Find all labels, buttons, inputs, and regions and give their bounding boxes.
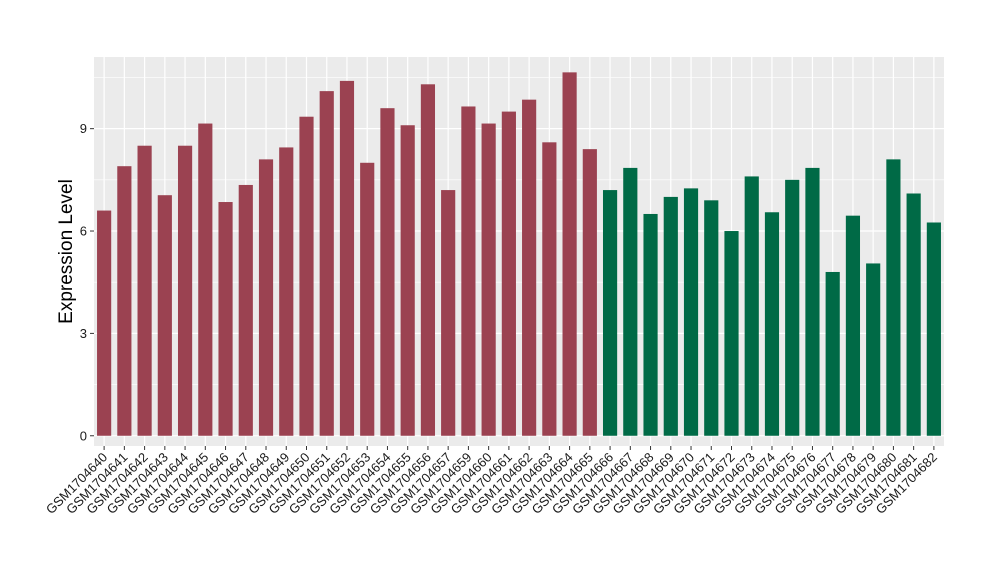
bar-GSM1704665 — [582, 149, 597, 436]
bar-GSM1704651 — [319, 91, 334, 436]
bar-GSM1704677 — [825, 271, 840, 436]
y-axis: 0 3 6 9 — [80, 121, 94, 443]
bar-GSM1704670 — [683, 188, 699, 436]
bar-GSM1704643 — [157, 195, 172, 436]
bar-GSM1704678 — [845, 215, 861, 436]
minor-gridlines — [94, 77, 944, 385]
bar-GSM1704642 — [137, 145, 152, 436]
bar-GSM1704656 — [420, 84, 436, 436]
bar-GSM1704663 — [542, 142, 557, 436]
y-tick-label: 6 — [80, 224, 87, 239]
bar-GSM1704650 — [299, 116, 314, 436]
bar-GSM1704647 — [238, 184, 253, 436]
bar-GSM1704653 — [360, 162, 375, 436]
bar-GSM1704669 — [663, 196, 678, 436]
bar-GSM1704676 — [805, 167, 820, 436]
bar-GSM1704640 — [97, 210, 112, 436]
bar-GSM1704667 — [623, 167, 638, 436]
bar-GSM1704662 — [522, 99, 537, 436]
bar-GSM1704654 — [380, 108, 395, 436]
bar-GSM1704681 — [906, 193, 921, 436]
bar-GSM1704674 — [764, 212, 780, 436]
y-tick-label: 9 — [80, 121, 87, 136]
bar-GSM1704680 — [886, 159, 901, 436]
bar-GSM1704655 — [400, 125, 415, 436]
bar-GSM1704660 — [481, 123, 496, 436]
bar-GSM1704644 — [177, 145, 193, 436]
bars — [97, 72, 941, 436]
bar-GSM1704645 — [198, 123, 213, 436]
bar-GSM1704679 — [866, 263, 881, 436]
y-tick-label: 0 — [80, 428, 87, 443]
bar-GSM1704649 — [279, 147, 294, 436]
bar-GSM1704652 — [339, 80, 355, 436]
bar-GSM1704671 — [704, 200, 719, 436]
y-axis-label: Expression Level — [56, 179, 77, 324]
bar-GSM1704641 — [117, 166, 132, 436]
bar-GSM1704666 — [602, 190, 618, 436]
bar-GSM1704673 — [744, 176, 759, 436]
bar-GSM1704648 — [258, 159, 274, 436]
bar-GSM1704664 — [562, 72, 577, 436]
bar-GSM1704646 — [218, 202, 233, 436]
x-axis: GSM1704640GSM1704641GSM1704642GSM1704643… — [43, 446, 940, 517]
bar-GSM1704672 — [724, 231, 739, 436]
y-tick-label: 3 — [80, 326, 87, 341]
bar-GSM1704668 — [643, 213, 658, 436]
bar-GSM1704659 — [461, 106, 476, 436]
bar-GSM1704661 — [501, 111, 516, 436]
bar-GSM1704657 — [441, 190, 456, 436]
bar-GSM1704675 — [785, 179, 800, 436]
bar-GSM1704682 — [926, 222, 941, 436]
plot-panel-background — [94, 57, 944, 446]
